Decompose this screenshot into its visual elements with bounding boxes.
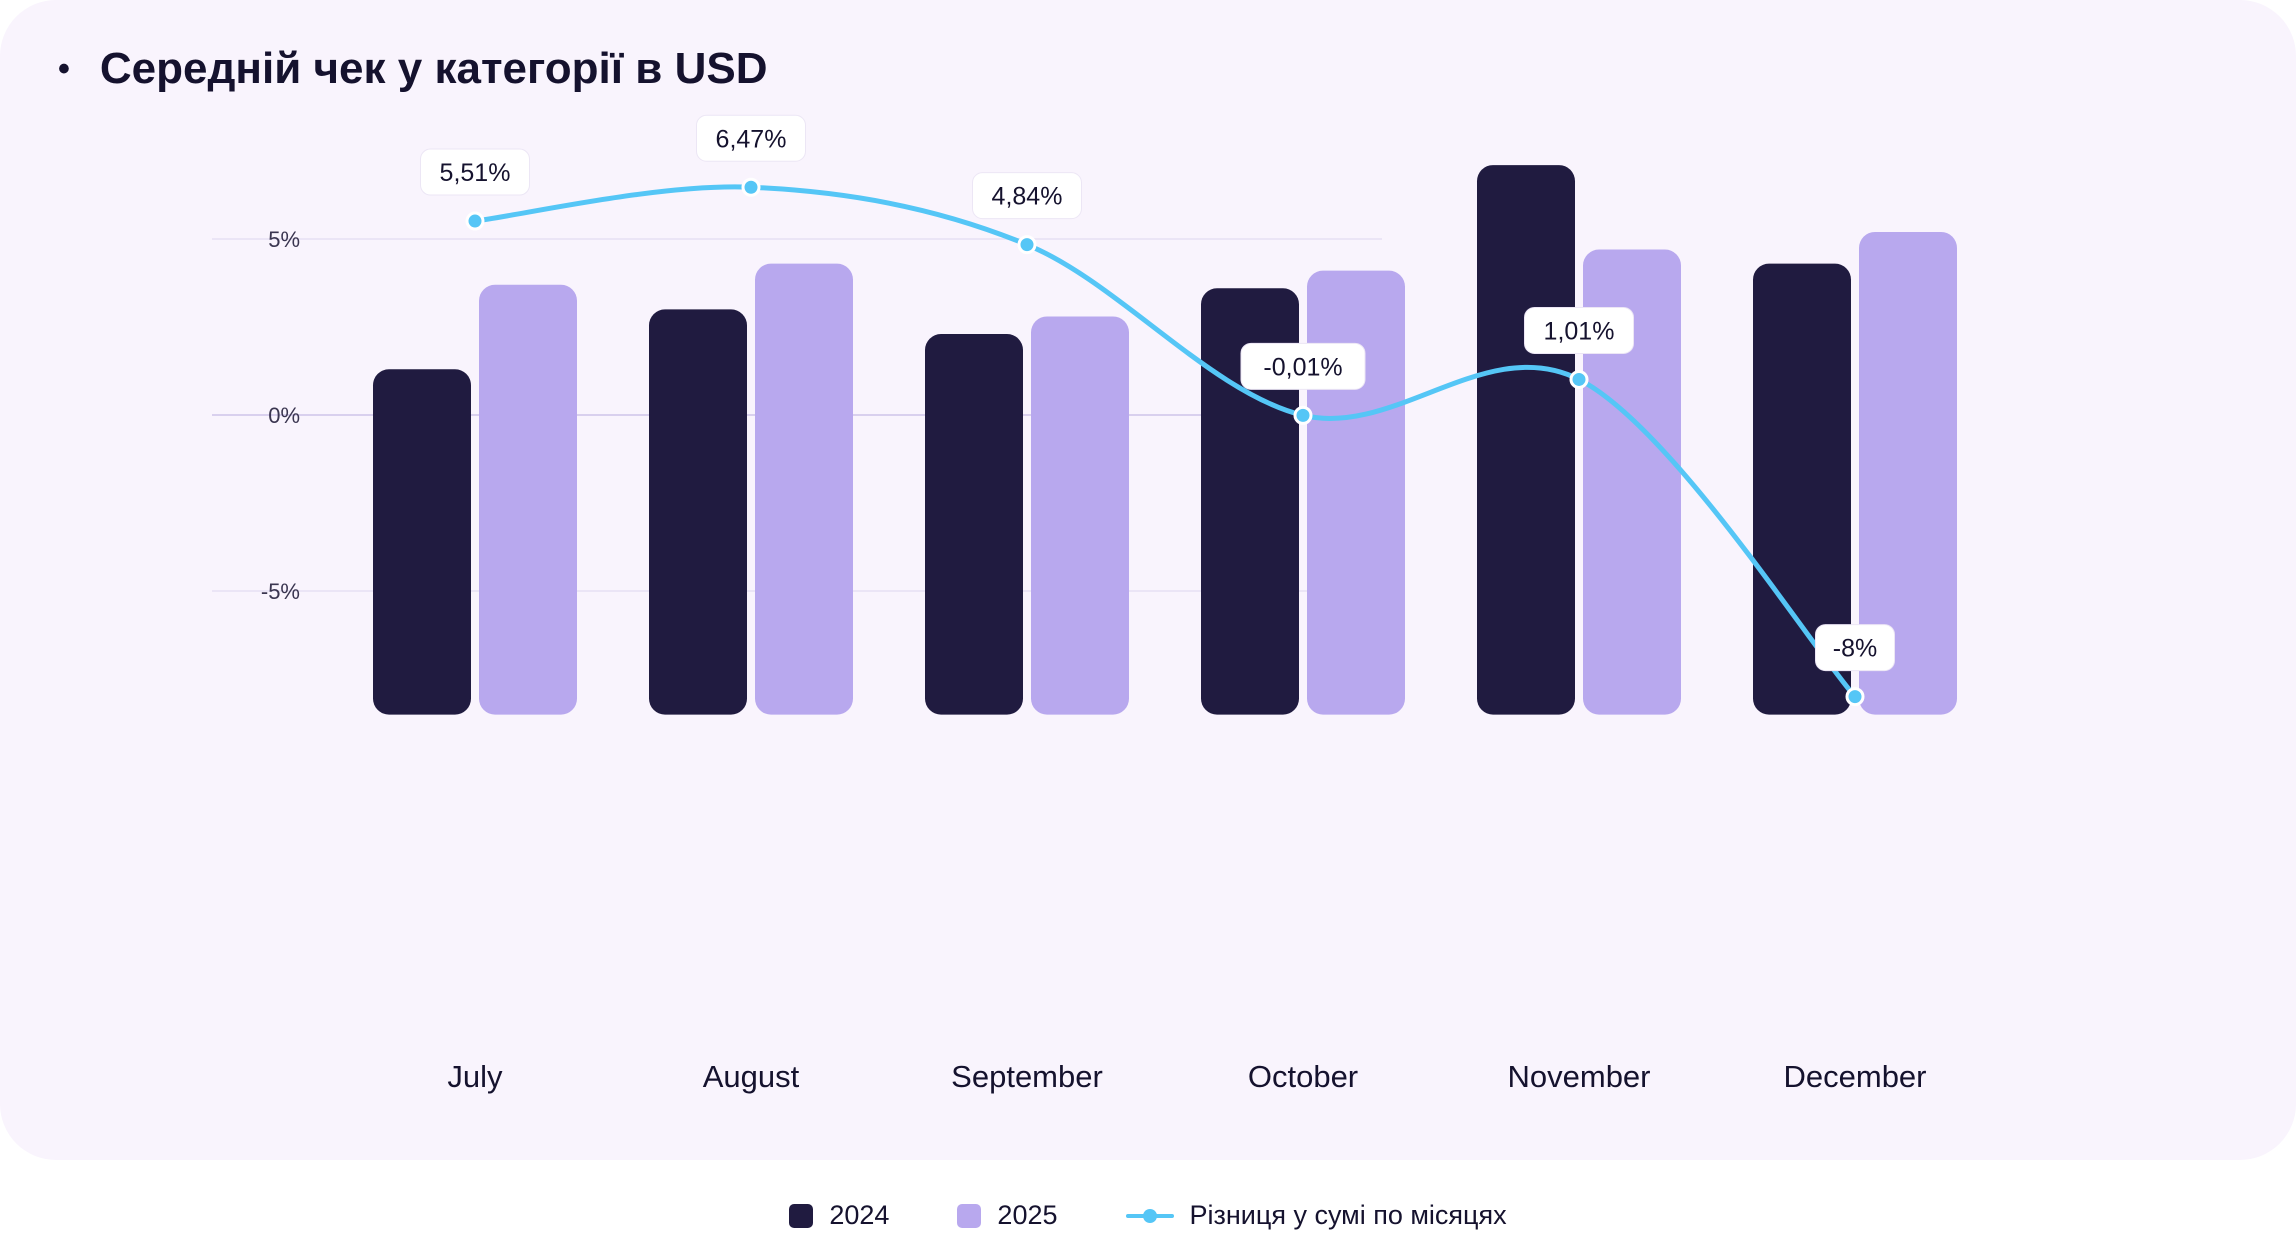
data-label: 1,01%: [1544, 317, 1615, 345]
chart-title: • Середній чек у категорії в USD: [58, 44, 767, 94]
bar-2025-july: [479, 284, 577, 715]
line-point-september: [1017, 235, 1037, 255]
bar-2024-august: [649, 309, 747, 715]
x-tick-label: November: [1508, 1059, 1651, 1094]
title-bullet: •: [58, 49, 70, 88]
data-label-box: [972, 172, 1082, 220]
data-label: 5,51%: [440, 159, 511, 187]
bar-2025-november: [1583, 249, 1681, 715]
y-tick-label: 5%: [268, 227, 300, 252]
legend-line-marker-icon: [1125, 1204, 1174, 1228]
legend-label-2025: 2025: [997, 1200, 1058, 1230]
legend-label-2024: 2024: [829, 1200, 890, 1230]
line-point-august: [741, 177, 761, 197]
legend-item-2024[interactable]: 2024: [789, 1200, 889, 1231]
line-point-october: [1293, 405, 1313, 425]
y-tick-label: -5%: [261, 579, 300, 604]
chart-plot: 5% 0% -5% July August September October Novembe…: [212, 114, 1957, 1094]
data-label-box: [696, 114, 806, 162]
difference-line: [472, 184, 1858, 700]
legend-swatch-2024: [789, 1203, 814, 1228]
bar-2025-august: [755, 263, 853, 715]
x-tick-label: August: [703, 1059, 800, 1094]
bar-2025-september: [1031, 316, 1129, 715]
chart-title-text: Середній чек у категорії в USD: [99, 44, 768, 93]
data-label-box: [1815, 624, 1895, 672]
x-tick-label: October: [1248, 1059, 1358, 1094]
line-point-november: [1569, 369, 1589, 389]
legend-label-difference: Різниця у сумі по місяцях: [1189, 1200, 1507, 1230]
legend: 2024 2025 Різниця у сумі по місяцях: [0, 1200, 2296, 1231]
bar-2024-september: [925, 334, 1023, 715]
data-label-box: [1240, 342, 1366, 390]
bar-2025-october: [1307, 270, 1405, 715]
bar-2024-october: [1201, 288, 1299, 715]
x-tick-label: December: [1784, 1059, 1927, 1094]
data-label-box: [420, 148, 530, 196]
bar-2024-july: [373, 369, 471, 715]
bar-2024-december: [1753, 263, 1851, 715]
y-tick-label: 0%: [268, 403, 300, 428]
legend-item-2025[interactable]: 2025: [957, 1200, 1058, 1231]
line-point-december: [1845, 687, 1865, 707]
data-label: 6,47%: [716, 125, 787, 153]
x-tick-label: September: [951, 1059, 1103, 1094]
legend-item-difference[interactable]: Різниця у сумі по місяцях: [1125, 1200, 1507, 1231]
line-point-july: [465, 211, 485, 231]
x-tick-label: July: [447, 1059, 503, 1094]
legend-swatch-2025: [957, 1203, 982, 1228]
bar-2024-november: [1477, 165, 1575, 715]
data-label: 4,84%: [992, 183, 1063, 211]
data-label: -0,01%: [1263, 353, 1342, 381]
bar-2025-december: [1859, 231, 1957, 715]
data-label-box: [1524, 306, 1634, 354]
data-label: -8%: [1833, 635, 1877, 663]
